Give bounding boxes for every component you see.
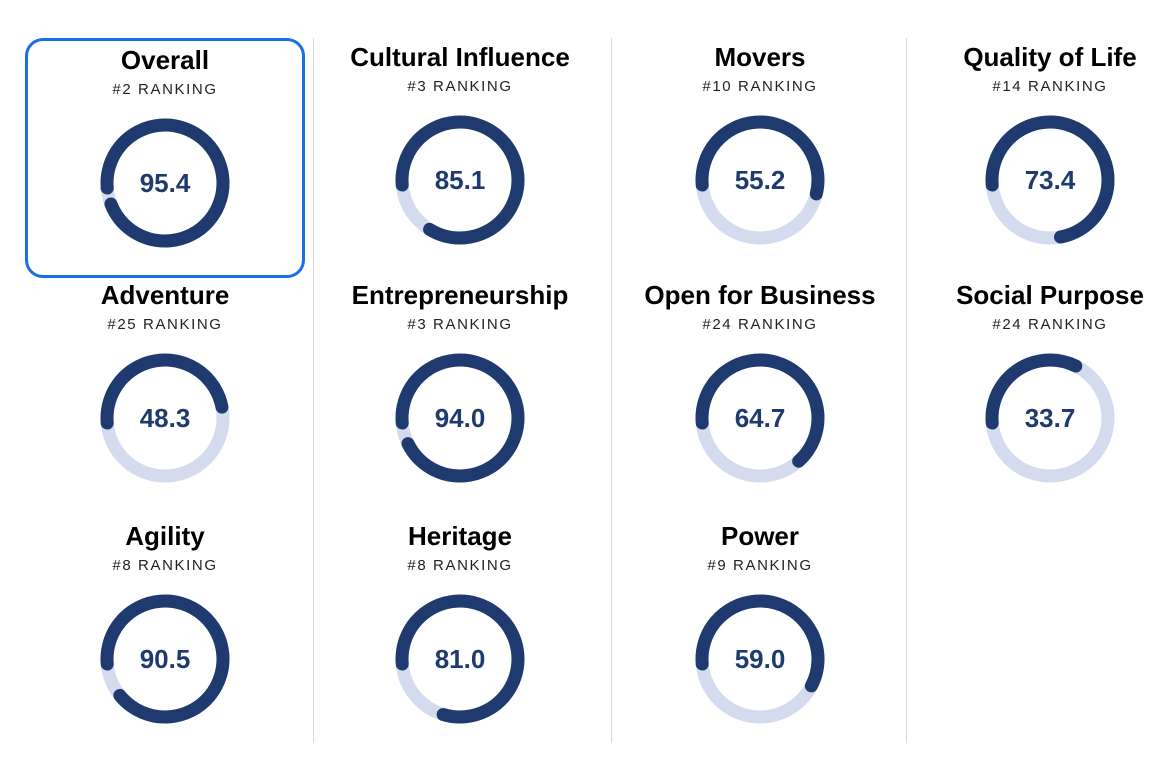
- card-title: Quality of Life: [963, 42, 1137, 72]
- score-value: 81.0: [434, 643, 486, 674]
- ring-progress-arc: [695, 353, 825, 483]
- score-value: 95.4: [139, 167, 191, 198]
- score-card-movers[interactable]: Movers #10 RANKING 55.2: [620, 38, 900, 278]
- ring-progress-arc: [985, 115, 1115, 245]
- ring-progress-arc: [100, 118, 230, 248]
- score-value: 94.0: [434, 402, 486, 433]
- score-ring-graphic: [695, 594, 825, 724]
- card-title: Overall: [120, 45, 210, 75]
- card-rank: #3 RANKING: [407, 316, 513, 333]
- card-rank: #25 RANKING: [107, 316, 223, 333]
- score-ring: 48.3: [95, 348, 235, 488]
- score-value: 73.4: [1024, 164, 1076, 195]
- score-ring-graphic: [395, 594, 525, 724]
- score-ring: 81.0: [390, 589, 530, 729]
- card-rank: #24 RANKING: [702, 316, 818, 333]
- score-value: 48.3: [139, 402, 191, 433]
- card-rank: #8 RANKING: [407, 557, 513, 574]
- score-card-power[interactable]: Power #9 RANKING 59.0: [620, 517, 900, 757]
- score-ring-graphic: [395, 115, 525, 245]
- card-rank: #10 RANKING: [702, 78, 818, 95]
- score-ring-graphic: [695, 353, 825, 483]
- ring-progress-arc: [395, 594, 525, 724]
- card-title: Entrepreneurship: [351, 280, 569, 310]
- score-ring-graphic: [695, 115, 825, 245]
- score-card-social-purpose[interactable]: Social Purpose #24 RANKING 33.7: [910, 276, 1170, 516]
- score-ring: 95.4: [95, 113, 235, 253]
- card-title: Adventure: [100, 280, 230, 310]
- card-title: Cultural Influence: [350, 42, 570, 72]
- column-divider: [906, 38, 907, 743]
- column-divider: [313, 38, 314, 743]
- score-ring-graphic: [985, 115, 1115, 245]
- card-title: Social Purpose: [956, 280, 1144, 310]
- card-title: Heritage: [407, 521, 513, 551]
- score-ring: 90.5: [95, 589, 235, 729]
- card-rank: #3 RANKING: [407, 78, 513, 95]
- card-title: Open for Business: [644, 280, 876, 310]
- score-ring: 33.7: [980, 348, 1120, 488]
- card-title: Agility: [125, 521, 205, 551]
- score-ring-graphic: [100, 594, 230, 724]
- score-ring-graphic: [100, 118, 230, 248]
- ring-progress-arc: [695, 115, 825, 245]
- score-card-entrepreneurship[interactable]: Entrepreneurship #3 RANKING 94.0: [320, 276, 600, 516]
- score-value: 90.5: [139, 643, 191, 674]
- ring-progress-arc: [695, 594, 825, 724]
- score-card-overall[interactable]: Overall #2 RANKING 95.4: [25, 38, 305, 278]
- score-card-adventure[interactable]: Adventure #25 RANKING 48.3: [25, 276, 305, 516]
- ring-progress-arc: [100, 594, 230, 724]
- card-rank: #8 RANKING: [112, 557, 218, 574]
- score-value: 59.0: [734, 643, 786, 674]
- score-value: 33.7: [1024, 402, 1076, 433]
- card-rank: #2 RANKING: [112, 81, 218, 98]
- score-ring: 55.2: [690, 110, 830, 250]
- score-value: 85.1: [434, 164, 486, 195]
- score-ring-graphic: [985, 353, 1115, 483]
- card-title: Movers: [714, 42, 806, 72]
- score-card-agility[interactable]: Agility #8 RANKING 90.5: [25, 517, 305, 757]
- score-ring: 85.1: [390, 110, 530, 250]
- card-rank: #24 RANKING: [992, 316, 1108, 333]
- score-card-open-for-business[interactable]: Open for Business #24 RANKING 64.7: [620, 276, 900, 516]
- score-ring: 59.0: [690, 589, 830, 729]
- card-rank: #9 RANKING: [707, 557, 813, 574]
- score-card-cultural-influence[interactable]: Cultural Influence #3 RANKING 85.1: [320, 38, 600, 278]
- card-title: Power: [720, 521, 800, 551]
- card-rank: #14 RANKING: [992, 78, 1108, 95]
- score-value: 55.2: [734, 164, 786, 195]
- score-ring: 94.0: [390, 348, 530, 488]
- score-ring: 64.7: [690, 348, 830, 488]
- score-ring-graphic: [100, 353, 230, 483]
- column-divider: [611, 38, 612, 743]
- score-ring-graphic: [395, 353, 525, 483]
- score-card-quality-of-life[interactable]: Quality of Life #14 RANKING 73.4: [910, 38, 1170, 278]
- ring-progress-arc: [395, 115, 525, 245]
- ring-progress-arc: [395, 353, 525, 483]
- ring-progress-arc: [100, 353, 230, 483]
- score-card-heritage[interactable]: Heritage #8 RANKING 81.0: [320, 517, 600, 757]
- ring-progress-arc: [985, 353, 1115, 483]
- score-ring: 73.4: [980, 110, 1120, 250]
- score-value: 64.7: [734, 402, 786, 433]
